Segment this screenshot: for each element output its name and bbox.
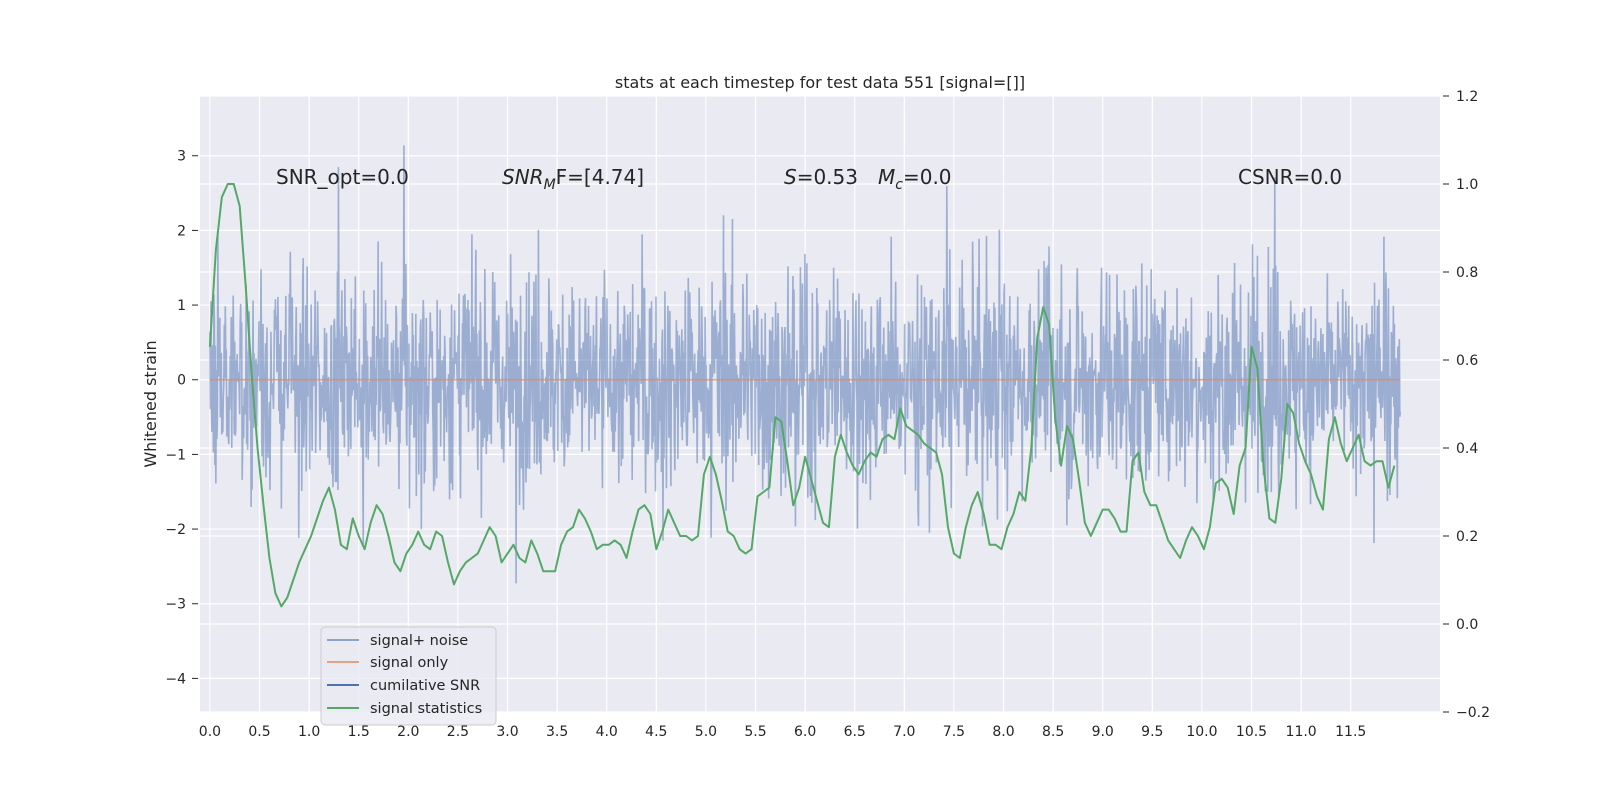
x-tick-label: 3.0 bbox=[496, 724, 518, 740]
x-tick-label: 1.5 bbox=[348, 724, 370, 740]
x-tick-label: 3.5 bbox=[546, 724, 568, 740]
y-tick-label: −3 bbox=[165, 597, 186, 613]
annotation-s-main: S bbox=[784, 165, 797, 189]
x-tick-label: 0.5 bbox=[248, 724, 270, 740]
legend-label-cumilative-snr: cumilative SNR bbox=[370, 678, 480, 694]
annotation-snr-mf-main: SNR bbox=[502, 165, 544, 189]
annotation-mc: Mc=0.0 bbox=[878, 165, 952, 193]
noise-trace bbox=[209, 145, 1402, 584]
x-tick-label: 1.0 bbox=[298, 724, 320, 740]
annotation-s-rest: =0.53 bbox=[797, 165, 858, 189]
y2-tick-label: 1.2 bbox=[1456, 89, 1478, 105]
x-tick-label: 10.0 bbox=[1186, 724, 1217, 740]
x-tick-label: 10.5 bbox=[1236, 724, 1267, 740]
y-tick-label: −2 bbox=[165, 522, 186, 538]
y2-tick-label: 0.0 bbox=[1456, 617, 1478, 633]
x-tick-label: 9.0 bbox=[1092, 724, 1114, 740]
x-tick-label: 2.0 bbox=[397, 724, 419, 740]
x-tick-label: 5.0 bbox=[695, 724, 717, 740]
x-tick-label: 7.5 bbox=[943, 724, 965, 740]
x-tick-label: 6.5 bbox=[844, 724, 866, 740]
annotation-mc-sub: c bbox=[895, 177, 903, 193]
annotation-csnr: CSNR=0.0 bbox=[1238, 165, 1342, 189]
x-tick-label: 11.0 bbox=[1286, 724, 1317, 740]
annotation-snr-mf-sub: M bbox=[544, 177, 556, 193]
legend-box bbox=[320, 626, 497, 726]
y2-tick-label: 0.4 bbox=[1456, 441, 1478, 457]
y-tick-label: 2 bbox=[177, 223, 186, 239]
annotation-mc-main: M bbox=[878, 165, 895, 189]
annotation-mc-rest: =0.0 bbox=[903, 165, 952, 189]
x-tick-label: 8.5 bbox=[1042, 724, 1064, 740]
x-tick-label: 11.5 bbox=[1335, 724, 1366, 740]
legend-label-signal-only: signal only bbox=[370, 655, 449, 671]
annotation-snr-opt: SNR_opt=0.0 bbox=[276, 165, 409, 189]
y2-tick-label: −0.2 bbox=[1456, 705, 1490, 721]
series-signal-plus-noise bbox=[209, 145, 1402, 584]
x-tick-label: 4.5 bbox=[645, 724, 667, 740]
x-tick-label: 6.0 bbox=[794, 724, 816, 740]
annotation-snr-mf: SNRMF=[4.74] bbox=[502, 165, 644, 193]
y-tick-label: −4 bbox=[165, 671, 186, 687]
x-tick-label: 8.0 bbox=[992, 724, 1014, 740]
legend-label-signal-plus-noise: signal+ noise bbox=[370, 633, 468, 649]
x-tick-label: 7.0 bbox=[893, 724, 915, 740]
y-axis-ticks: 3 2 1 0 −1 −2 −3 −4 bbox=[165, 149, 198, 687]
legend: signal+ noise signal only cumilative SNR… bbox=[320, 626, 497, 726]
x-tick-label: 9.5 bbox=[1141, 724, 1163, 740]
series-signal-statistics bbox=[208, 183, 1396, 608]
y-axis-label: Whitened strain bbox=[141, 340, 160, 467]
legend-label-signal-statistics: signal statistics bbox=[370, 701, 482, 717]
annotation-s: S=0.53 bbox=[784, 165, 858, 189]
chart-title: stats at each timestep for test data 551… bbox=[615, 73, 1025, 92]
y-tick-label: 0 bbox=[177, 373, 186, 389]
y2-tick-label: 0.6 bbox=[1456, 353, 1478, 369]
y-tick-label: −1 bbox=[165, 447, 186, 463]
x-tick-label: 5.5 bbox=[744, 724, 766, 740]
x-tick-label: 0.0 bbox=[199, 724, 221, 740]
y2-axis-ticks: 1.2 1.0 0.8 0.6 0.4 0.2 0.0 −0.2 bbox=[1443, 89, 1490, 721]
y2-tick-label: 1.0 bbox=[1456, 177, 1478, 193]
x-tick-label: 2.5 bbox=[447, 724, 469, 740]
grid-lines bbox=[200, 95, 1440, 713]
signal-statistics-line bbox=[208, 183, 1396, 608]
annotation-snr-mf-rest: F=[4.74] bbox=[556, 165, 644, 189]
y2-tick-label: 0.2 bbox=[1456, 529, 1478, 545]
y-tick-label: 1 bbox=[177, 298, 186, 314]
x-axis-ticks: 0.0 0.5 1.0 1.5 2.0 2.5 3.0 3.5 4.0 4.5 5.0 5.5 6.0 6… bbox=[199, 724, 1367, 740]
y-tick-label: 3 bbox=[177, 149, 186, 165]
x-tick-label: 4.0 bbox=[596, 724, 618, 740]
y2-tick-label: 0.8 bbox=[1456, 265, 1478, 281]
